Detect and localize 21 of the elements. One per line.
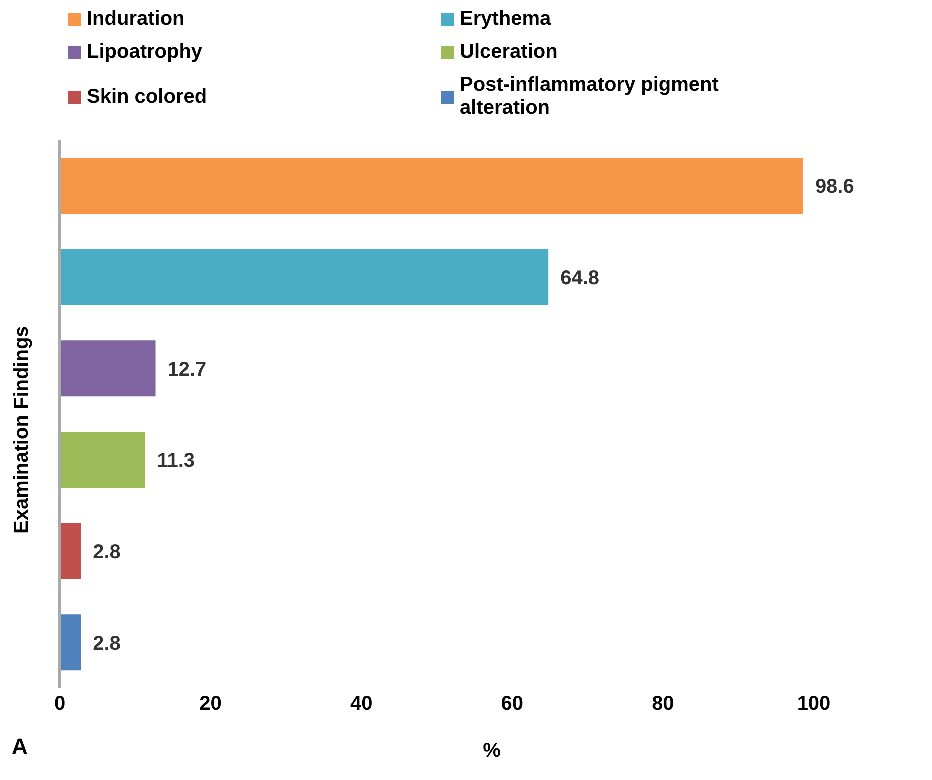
data-label: 12.7 bbox=[168, 358, 207, 381]
data-label: 98.6 bbox=[815, 176, 854, 198]
x-tick-label: 100 bbox=[797, 693, 831, 716]
x-tick-label: 80 bbox=[652, 693, 674, 716]
data-label: 2.8 bbox=[93, 541, 121, 564]
data-label: 64.8 bbox=[560, 267, 600, 290]
x-tick-label: 20 bbox=[200, 693, 222, 716]
legend-label: Lipoatrophy bbox=[87, 41, 203, 64]
x-tick-label: 0 bbox=[54, 693, 66, 716]
x-tick-label: 60 bbox=[501, 693, 524, 716]
x-tick-label: 40 bbox=[350, 693, 373, 716]
data-label: 2.8 bbox=[93, 632, 121, 655]
data-label: 11.3 bbox=[157, 450, 196, 472]
legend-label: Erythema bbox=[460, 8, 552, 31]
x-axis-title: % bbox=[483, 740, 501, 762]
y-axis-title: Examination Findings bbox=[11, 326, 34, 534]
legend-label: Post-inflammatory pigment alteration bbox=[460, 74, 720, 120]
legend-label: Induration bbox=[87, 8, 185, 31]
legend-label: Skin colored bbox=[87, 86, 208, 108]
text: A bbox=[12, 734, 28, 760]
legend-label: Ulceration bbox=[460, 41, 558, 64]
